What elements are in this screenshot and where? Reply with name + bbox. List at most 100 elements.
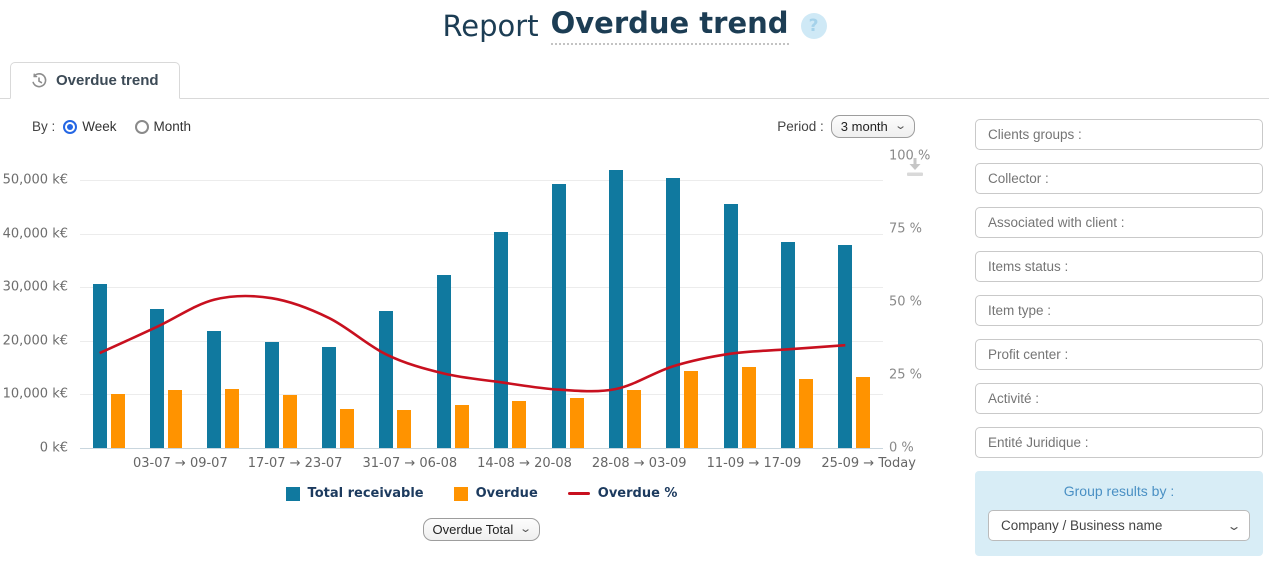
tab-bar: Overdue trend xyxy=(0,62,1269,99)
bar-total-receivable xyxy=(379,310,394,448)
page-title-prefix: Report xyxy=(442,8,539,43)
radio-month-control[interactable] xyxy=(134,119,149,134)
page-title-report-name: Overdue trend xyxy=(550,6,789,45)
tab-label: Overdue trend xyxy=(56,72,159,89)
filter-item-type[interactable]: Item type : xyxy=(975,295,1263,326)
radio-month[interactable]: Month xyxy=(134,119,192,134)
y-axis-right-tick: 25 % xyxy=(889,367,923,383)
filter-label: Activité : xyxy=(988,391,1040,406)
radio-week-label: Week xyxy=(82,119,117,134)
bar-total-receivable xyxy=(608,169,623,448)
filter-activite[interactable]: Activité : xyxy=(975,383,1263,414)
bar-overdue xyxy=(512,401,527,448)
by-label: By : xyxy=(32,119,56,134)
radio-week[interactable]: Week xyxy=(63,119,117,134)
gridline xyxy=(80,394,883,396)
x-axis-tick: 31-07 → 06-08 xyxy=(362,456,458,471)
bar-overdue xyxy=(741,367,756,448)
bar-overdue xyxy=(856,376,871,448)
filter-collector[interactable]: Collector : xyxy=(975,163,1263,194)
bar-total-receivable xyxy=(436,275,451,448)
page-title: Report Overdue trend ? xyxy=(442,6,827,45)
group-results-title: Group results by : xyxy=(1063,483,1175,499)
bar-total-receivable xyxy=(207,331,222,448)
y-axis-right-tick: 100 % xyxy=(889,148,931,164)
overdue-percent-line xyxy=(99,294,846,393)
legend-swatch xyxy=(285,486,300,501)
group-results-panel: Group results by : Company / Business na… xyxy=(975,471,1263,556)
y-axis-right-tick: 75 % xyxy=(889,221,923,237)
bar-overdue xyxy=(626,390,641,448)
series-select-row: Overdue Total ⌄ xyxy=(0,518,963,541)
filter-label: Collector : xyxy=(988,171,1049,186)
series-select[interactable]: Overdue Total ⌄ xyxy=(422,518,541,541)
period-select-value: 3 month xyxy=(840,119,888,134)
filter-label: Entité Juridique : xyxy=(988,435,1089,450)
chevron-down-icon: ⌄ xyxy=(519,523,533,535)
filter-label: Items status : xyxy=(988,259,1069,274)
legend-label: Overdue xyxy=(475,486,538,501)
chart-legend: Total receivable Overdue Overdue % xyxy=(0,486,963,501)
legend-label: Overdue % xyxy=(597,486,678,501)
chevron-down-icon: ⌄ xyxy=(893,120,907,132)
x-axis-tick: 14-08 → 20-08 xyxy=(477,456,572,471)
legend-swatch xyxy=(453,486,468,501)
gridline xyxy=(80,340,883,342)
gridline xyxy=(80,448,883,449)
gridline xyxy=(80,233,883,235)
tab-overdue-trend[interactable]: Overdue trend xyxy=(10,62,180,99)
y-axis-right-tick: 50 % xyxy=(889,294,923,310)
legend-label: Total receivable xyxy=(307,486,424,501)
x-axis-tick: 11-09 → 17-09 xyxy=(706,456,802,471)
bar-total-receivable xyxy=(494,232,509,448)
radio-week-control[interactable] xyxy=(63,119,78,134)
bar-overdue xyxy=(225,388,240,448)
y-axis-right-tick: 0 % xyxy=(889,440,914,456)
x-axis-tick: 17-07 → 23-07 xyxy=(247,456,343,471)
series-select-value: Overdue Total xyxy=(432,522,514,537)
bar-total-receivable xyxy=(780,242,795,448)
filter-associated-with-client[interactable]: Associated with client : xyxy=(975,207,1263,238)
filter-clients-groups[interactable]: Clients groups : xyxy=(975,119,1263,150)
y-axis-left-tick: 50,000 k€ xyxy=(2,172,68,188)
bar-overdue xyxy=(168,390,183,448)
legend-swatch xyxy=(567,492,590,495)
bar-overdue xyxy=(397,409,412,448)
bar-overdue xyxy=(282,394,297,448)
bar-total-receivable xyxy=(150,308,165,448)
bar-overdue xyxy=(110,394,125,448)
legend-item-overdue-[interactable]: Overdue % xyxy=(567,486,678,501)
bar-total-receivable xyxy=(92,283,107,448)
bar-total-receivable xyxy=(264,341,279,448)
filter-entite-juridique[interactable]: Entité Juridique : xyxy=(975,427,1263,458)
y-axis-left-tick: 20,000 k€ xyxy=(2,333,68,349)
page-header: Report Overdue trend ? xyxy=(0,0,1269,52)
chart-column: By : Week Month Period : 3 month ⌄ xyxy=(0,99,963,556)
y-axis-left-tick: 40,000 k€ xyxy=(2,226,68,242)
download-icon[interactable] xyxy=(903,156,927,182)
period-label: Period : xyxy=(777,119,824,134)
chevron-down-icon: ⌄ xyxy=(1226,518,1242,533)
bar-total-receivable xyxy=(551,184,566,448)
legend-item-total-receivable[interactable]: Total receivable xyxy=(285,486,424,501)
bar-overdue xyxy=(569,397,584,448)
y-axis-left-tick: 0 k€ xyxy=(39,440,68,456)
x-axis-tick: 03-07 → 09-07 xyxy=(133,456,228,471)
help-icon[interactable]: ? xyxy=(800,12,827,39)
group-by-select-value: Company / Business name xyxy=(1001,518,1163,533)
filter-label: Profit center : xyxy=(988,347,1069,362)
radio-month-label: Month xyxy=(153,119,192,134)
gridline xyxy=(80,180,883,182)
group-by-select[interactable]: Company / Business name ⌄ xyxy=(988,510,1250,541)
bar-overdue xyxy=(340,408,355,448)
period-group: Period : 3 month ⌄ xyxy=(777,115,915,138)
bar-overdue xyxy=(454,405,469,448)
filter-profit-center[interactable]: Profit center : xyxy=(975,339,1263,370)
legend-item-overdue[interactable]: Overdue xyxy=(453,486,538,501)
filter-items-status[interactable]: Items status : xyxy=(975,251,1263,282)
period-select[interactable]: 3 month ⌄ xyxy=(830,115,915,138)
by-radio-group: Week Month xyxy=(63,119,191,134)
main-content: By : Week Month Period : 3 month ⌄ xyxy=(0,99,1269,556)
bar-overdue xyxy=(684,371,699,448)
bar-total-receivable xyxy=(723,204,738,448)
